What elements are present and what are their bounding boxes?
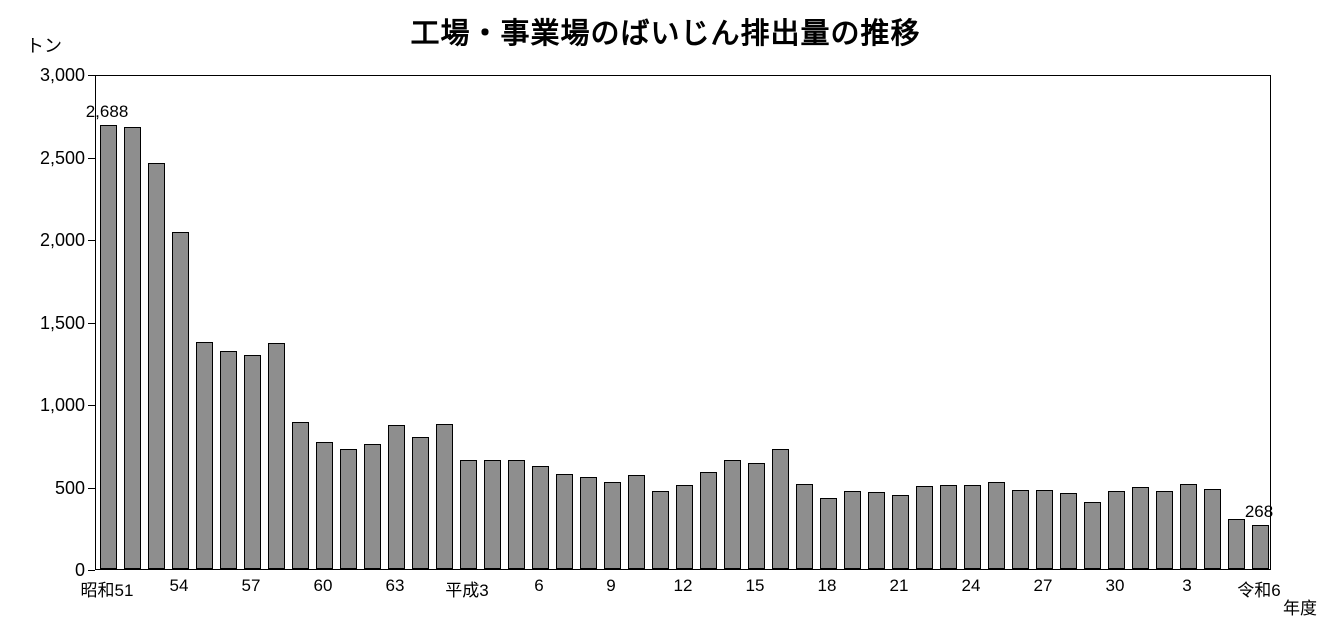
x-tick-label: 昭和51 — [80, 581, 134, 600]
bar — [699, 472, 717, 569]
bar — [819, 498, 837, 569]
y-tick-label: 1,000 — [39, 395, 85, 415]
bar — [579, 476, 597, 569]
bar — [747, 463, 765, 569]
bar — [867, 492, 885, 569]
x-axis-label: 年度 — [1283, 599, 1317, 618]
bar — [123, 126, 141, 569]
x-tick-label: 9 — [606, 576, 616, 595]
bar — [1011, 489, 1029, 569]
y-tick-label: 1,500 — [39, 312, 85, 333]
y-axis-unit-label: トン — [26, 36, 62, 56]
x-tick-label: 3 — [1182, 576, 1192, 595]
bar — [555, 474, 573, 569]
bar — [339, 449, 357, 569]
bar-value-label: 268 — [1244, 501, 1274, 521]
plot-area — [95, 75, 1271, 570]
x-tick-label: 63 — [385, 576, 405, 595]
x-tick-label: 60 — [313, 576, 333, 595]
bar — [891, 494, 909, 569]
bar — [1227, 518, 1245, 569]
bar — [1155, 491, 1173, 569]
bar — [1107, 491, 1125, 569]
y-tick-label: 500 — [54, 477, 85, 498]
x-tick-label: 平成3 — [445, 581, 489, 600]
bar — [723, 460, 741, 569]
bar — [987, 482, 1005, 569]
y-tick-label: 3,000 — [39, 65, 85, 85]
bar — [843, 490, 861, 569]
bar — [483, 460, 501, 569]
x-tick-label: 12 — [673, 576, 693, 595]
bar — [1131, 486, 1149, 569]
bar — [315, 441, 333, 569]
y-tick-mark — [88, 75, 95, 76]
y-tick-mark — [88, 570, 95, 571]
bar — [171, 232, 189, 569]
y-tick-label: 2,000 — [39, 230, 85, 250]
bar — [1083, 502, 1101, 569]
y-tick-mark — [88, 322, 95, 324]
bar — [675, 484, 693, 569]
bar — [267, 342, 285, 569]
bar — [1251, 524, 1269, 569]
x-tick-label: 18 — [817, 576, 837, 595]
bar-value-label: 2,688 — [85, 102, 129, 122]
bar — [795, 484, 813, 569]
bar — [243, 355, 261, 569]
bar — [195, 342, 213, 569]
bar — [363, 443, 381, 569]
bar — [459, 460, 477, 569]
x-tick-label: 24 — [961, 576, 981, 595]
y-tick-mark — [88, 487, 95, 489]
bar — [651, 490, 669, 569]
bar — [771, 448, 789, 569]
bar — [507, 460, 525, 569]
bar — [291, 422, 309, 569]
bar — [603, 482, 621, 569]
bar — [1035, 489, 1053, 569]
x-tick-label: 30 — [1105, 576, 1125, 595]
bar — [387, 425, 405, 569]
y-tick-label: 0 — [74, 560, 85, 580]
x-tick-label: 21 — [889, 576, 909, 595]
bar — [939, 484, 957, 569]
x-tick-label: 54 — [169, 576, 189, 595]
bar — [531, 465, 549, 569]
bar — [1179, 484, 1197, 569]
bar — [411, 437, 429, 569]
x-tick-label: 令和6 — [1237, 581, 1281, 600]
bar — [963, 484, 981, 569]
bar — [1203, 488, 1221, 569]
bar — [99, 125, 117, 569]
bar — [219, 351, 237, 569]
y-tick-mark — [88, 405, 95, 406]
bar — [147, 163, 165, 569]
bar — [435, 423, 453, 569]
x-tick-label: 15 — [745, 576, 765, 595]
x-tick-label: 27 — [1033, 576, 1053, 595]
bar — [915, 485, 933, 569]
bar — [1059, 493, 1077, 569]
bar — [627, 474, 645, 569]
x-tick-label: 6 — [534, 576, 544, 595]
x-tick-label: 57 — [241, 576, 261, 595]
y-tick-label: 2,500 — [39, 147, 85, 168]
y-tick-mark — [88, 240, 95, 241]
y-tick-mark — [88, 157, 95, 159]
chart-title: 工場・事業場のばいじん排出量の推移 — [410, 18, 921, 50]
